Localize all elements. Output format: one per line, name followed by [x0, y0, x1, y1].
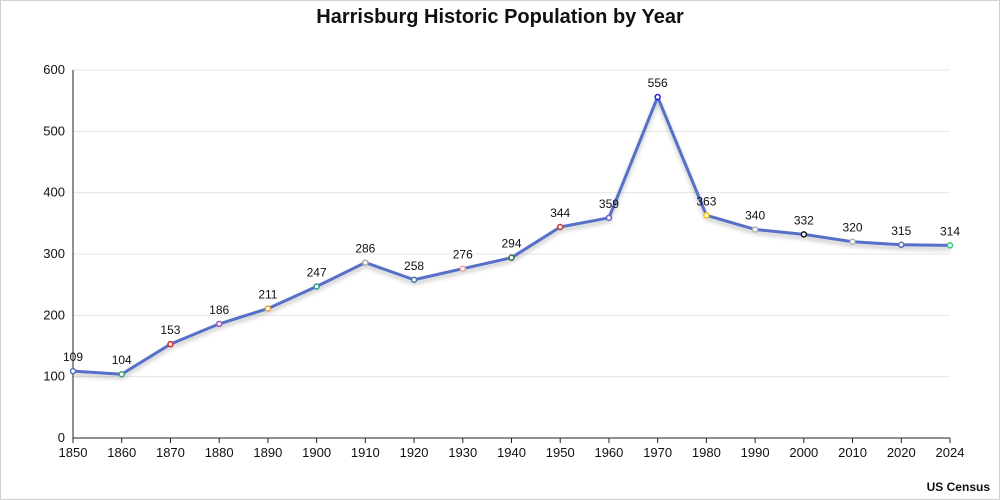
- data-point[interactable]: [703, 212, 710, 219]
- data-point[interactable]: [946, 242, 954, 249]
- data-points: [69, 93, 954, 378]
- data-label: 104: [112, 353, 132, 367]
- data-point[interactable]: [362, 259, 369, 266]
- data-point[interactable]: [605, 214, 613, 222]
- data-point[interactable]: [556, 223, 564, 231]
- source-label: US Census: [926, 480, 990, 494]
- data-label: 186: [209, 303, 229, 317]
- data-label: 153: [160, 323, 180, 337]
- x-tick-label: 1980: [692, 445, 721, 460]
- series-line: [72, 95, 951, 376]
- y-tick-label: 200: [43, 307, 65, 322]
- x-tick-label: 1990: [741, 445, 770, 460]
- data-label: 211: [258, 288, 277, 302]
- data-label: 340: [745, 208, 765, 222]
- data-label: 332: [794, 213, 814, 227]
- data-label: 363: [696, 194, 716, 208]
- y-tick-label: 600: [43, 62, 65, 77]
- data-point[interactable]: [167, 340, 174, 348]
- x-tick-label: 1870: [156, 445, 185, 460]
- x-tick-label: 1950: [546, 445, 575, 460]
- x-tick-label: 1940: [497, 445, 526, 460]
- y-tick-label: 300: [43, 246, 65, 261]
- x-tick-label: 2020: [887, 445, 916, 460]
- data-label: 294: [501, 237, 521, 251]
- data-label: 314: [940, 224, 960, 238]
- data-label: 247: [307, 266, 327, 280]
- data-label: 109: [63, 350, 83, 364]
- data-point[interactable]: [215, 320, 223, 328]
- x-tick-label: 1970: [643, 445, 672, 460]
- data-point[interactable]: [849, 238, 856, 245]
- x-tick-label: 1860: [107, 445, 136, 460]
- x-tick-label: 1880: [205, 445, 234, 460]
- axes: 0 100 200 300 400 500 600 1850 1860 1870 1880 1890 1…: [43, 62, 964, 460]
- data-labels: 109 104 153 186 211 247 286 258 276 294 344 359 556 3…: [63, 76, 960, 367]
- data-point[interactable]: [800, 231, 808, 238]
- data-label: 315: [891, 224, 911, 238]
- data-point[interactable]: [69, 367, 77, 375]
- data-point[interactable]: [751, 226, 759, 233]
- x-tick-label: 1960: [594, 445, 623, 460]
- data-label: 359: [599, 197, 619, 211]
- data-point[interactable]: [459, 265, 467, 272]
- chart-title: Harrisburg Historic Population by Year: [316, 6, 684, 28]
- x-tick-label: 2010: [838, 445, 867, 460]
- x-tick-label: 1910: [351, 445, 380, 460]
- series-line-group: [72, 95, 951, 376]
- data-label: 258: [404, 259, 424, 273]
- x-tick-label: 2000: [789, 445, 818, 460]
- data-point[interactable]: [410, 276, 418, 284]
- y-tick-label: 500: [43, 123, 65, 138]
- data-point[interactable]: [313, 283, 320, 290]
- x-tick-label: 1900: [302, 445, 331, 460]
- data-point[interactable]: [264, 305, 272, 312]
- data-point[interactable]: [118, 370, 125, 378]
- y-tick-label: 0: [58, 430, 65, 445]
- data-label: 320: [843, 221, 863, 235]
- data-label: 286: [355, 242, 375, 256]
- data-label: 344: [550, 206, 570, 220]
- x-tick-label: 2024: [936, 445, 965, 460]
- data-point[interactable]: [508, 254, 515, 261]
- x-tick-label: 1850: [59, 445, 88, 460]
- data-point[interactable]: [898, 241, 905, 249]
- data-label: 556: [648, 76, 668, 90]
- x-tick-label: 1890: [253, 445, 282, 460]
- data-point[interactable]: [654, 93, 661, 101]
- y-tick-label: 100: [43, 369, 65, 384]
- y-tick-label: 400: [43, 185, 65, 200]
- x-tick-label: 1920: [400, 445, 429, 460]
- data-label: 276: [453, 248, 473, 262]
- x-tick-label: 1930: [448, 445, 477, 460]
- grid-lines: [73, 69, 950, 378]
